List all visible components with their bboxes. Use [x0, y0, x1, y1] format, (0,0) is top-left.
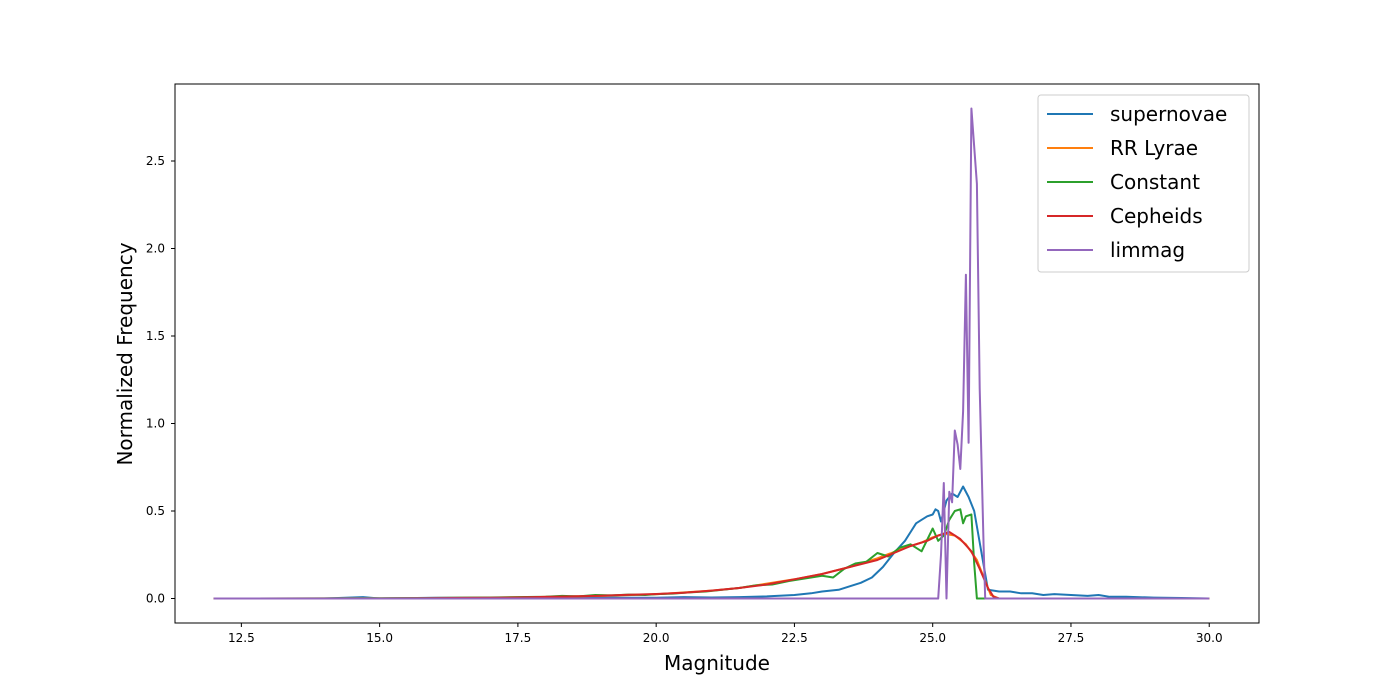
y-tick-label: 2.5	[146, 154, 165, 168]
y-tick-label: 0.0	[146, 592, 165, 606]
legend-box	[1037, 94, 1250, 273]
series-line-supernovae	[213, 485, 1210, 600]
y-axis-label: Normalized Frequency	[113, 242, 137, 465]
x-tick-label: 12.5	[228, 631, 255, 645]
x-tick-label: 17.5	[505, 631, 532, 645]
series-line-limmag	[213, 107, 1210, 600]
y-tick-label: 1.0	[146, 417, 165, 431]
y-axis-ticks: 0.0 0.5 1.0 1.5 2.0 2.5	[146, 154, 175, 606]
x-tick-label: 30.0	[1196, 631, 1223, 645]
x-axis-label: Magnitude	[664, 651, 770, 675]
x-tick-label: 22.5	[781, 631, 808, 645]
legend-label: RR Lyrae	[1110, 136, 1198, 160]
y-tick-label: 0.5	[146, 504, 165, 518]
legend-label: limmag	[1110, 238, 1185, 262]
legend: supernovae RR Lyrae Constant Cepheids limmag	[1037, 94, 1250, 273]
legend-label: Constant	[1110, 170, 1200, 194]
legend-label: Cepheids	[1110, 204, 1203, 228]
x-tick-label: 15.0	[366, 631, 393, 645]
x-tick-label: 25.0	[919, 631, 946, 645]
x-tick-label: 20.0	[643, 631, 670, 645]
x-axis-ticks: 12.5 15.0 17.5 20.0 22.5 25.0 27.5 30.0	[228, 623, 1223, 645]
series-layer	[213, 107, 1210, 600]
y-tick-label: 1.5	[146, 329, 165, 343]
y-tick-label: 2.0	[146, 242, 165, 256]
series-line-cepheids	[213, 531, 1210, 600]
x-tick-label: 27.5	[1058, 631, 1085, 645]
plot-frame	[174, 83, 1260, 624]
legend-label: supernovae	[1110, 102, 1227, 126]
